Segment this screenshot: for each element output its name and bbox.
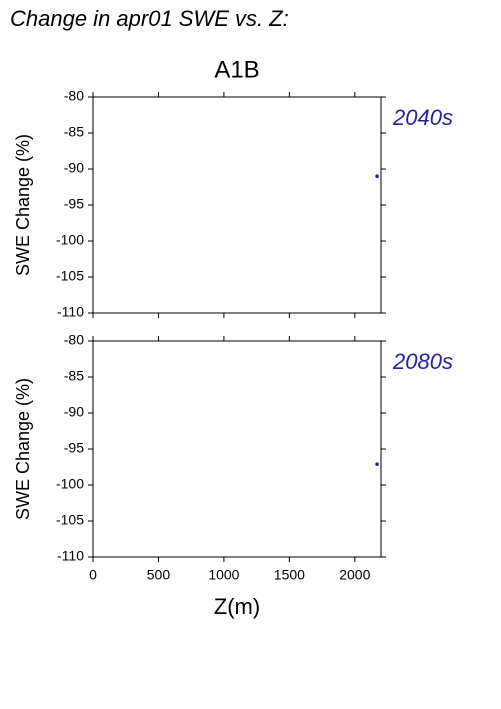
y-tick-label: -110	[57, 548, 84, 564]
x-axis-label: Z(m)	[214, 594, 260, 619]
y-tick-label: -105	[56, 512, 84, 528]
x-tick-label: 2000	[339, 567, 370, 583]
y-tick-label: -85	[64, 124, 84, 140]
y-tick-label: -110	[57, 304, 84, 320]
plot-frame	[92, 96, 382, 314]
y-tick-label: -95	[64, 440, 84, 456]
point	[375, 462, 379, 466]
plot-frame	[92, 340, 382, 558]
y-tick-label: -95	[64, 196, 84, 212]
y-tick-label: -90	[64, 404, 84, 420]
chart-subtitle: A1B	[214, 56, 259, 83]
y-axis-label: SWE Change (%)	[13, 378, 33, 520]
page-title: Change in apr01 SWE vs. Z:	[10, 6, 289, 31]
x-tick-label: 1500	[274, 567, 305, 583]
y-tick-label: -105	[56, 268, 84, 284]
x-tick-label: 500	[147, 567, 171, 583]
point	[375, 174, 379, 178]
panel-label: 2080s	[392, 349, 453, 374]
y-tick-label: -100	[56, 232, 84, 248]
y-tick-label: -85	[64, 368, 84, 384]
x-tick-label: 1000	[208, 567, 239, 583]
x-tick-label: 0	[89, 567, 97, 583]
y-tick-label: -80	[64, 88, 84, 104]
y-axis-label: SWE Change (%)	[13, 134, 33, 276]
panel-label: 2040s	[392, 105, 453, 130]
y-tick-label: -90	[64, 160, 84, 176]
y-tick-label: -80	[64, 332, 84, 348]
y-tick-label: -100	[56, 476, 84, 492]
